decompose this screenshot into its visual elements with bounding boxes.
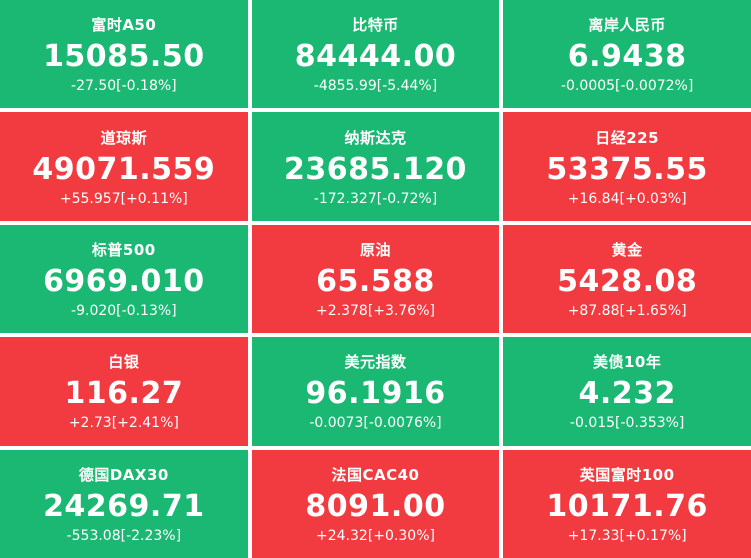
tile-crude-oil[interactable]: 原油 65.588 +2.378[+3.76%] <box>251 224 500 334</box>
market-price: 84444.00 <box>294 39 457 75</box>
market-name: 原油 <box>359 240 391 259</box>
market-name: 黄金 <box>611 240 643 259</box>
market-name: 白银 <box>108 353 140 372</box>
market-name: 富时A50 <box>91 16 157 35</box>
market-name: 日经225 <box>595 128 660 147</box>
market-name: 纳斯达克 <box>344 128 407 147</box>
market-change: +87.88[+1.65%] <box>567 302 687 319</box>
market-change: +55.957[+0.11%] <box>59 190 188 207</box>
market-price: 24269.71 <box>43 488 205 524</box>
market-change: -0.0073[-0.0076%] <box>309 415 442 432</box>
market-price: 8091.00 <box>305 488 446 524</box>
market-change: -4855.99[-5.44%] <box>313 78 438 95</box>
market-name: 道琼斯 <box>100 128 148 147</box>
market-price: 10171.76 <box>546 488 708 524</box>
tile-cac40[interactable]: 法国CAC40 8091.00 +24.32[+0.30%] <box>251 449 500 558</box>
market-price: 23685.120 <box>284 151 467 187</box>
market-change: -27.50[-0.18%] <box>71 78 177 95</box>
market-change: +2.378[+3.76%] <box>316 302 435 319</box>
market-name: 比特币 <box>352 16 399 35</box>
market-price: 6969.010 <box>43 263 205 299</box>
market-price: 53375.55 <box>546 151 708 187</box>
market-price: 116.27 <box>64 376 184 412</box>
tile-bitcoin[interactable]: 比特币 84444.00 -4855.99[-5.44%] <box>251 0 500 109</box>
market-change: -172.327[-0.72%] <box>313 190 438 207</box>
tile-usd-index[interactable]: 美元指数 96.1916 -0.0073[-0.0076%] <box>251 337 500 446</box>
market-name: 英国富时100 <box>579 465 675 484</box>
market-change: +17.33[+0.17%] <box>567 527 687 544</box>
market-price: 96.1916 <box>305 376 446 412</box>
market-name: 法国CAC40 <box>331 465 420 484</box>
tile-us-10y-treasury[interactable]: 美债10年 4.232 -0.015[-0.353%] <box>503 337 751 446</box>
market-name: 德国DAX30 <box>78 465 169 484</box>
market-price: 15085.50 <box>43 39 205 75</box>
market-name: 离岸人民币 <box>588 16 666 35</box>
tile-sp500[interactable]: 标普500 6969.010 -9.020[-0.13%] <box>0 224 248 334</box>
market-name: 美元指数 <box>344 353 407 372</box>
market-price: 4.232 <box>578 376 676 412</box>
tile-dow-jones[interactable]: 道琼斯 49071.559 +55.957[+0.11%] <box>0 112 248 221</box>
market-change: +24.32[+0.30%] <box>316 527 435 544</box>
market-name: 美债10年 <box>592 353 662 372</box>
market-change: -9.020[-0.13%] <box>71 302 177 319</box>
market-change: -0.015[-0.353%] <box>569 415 685 432</box>
tile-dax30[interactable]: 德国DAX30 24269.71 -553.08[-2.23%] <box>0 449 248 558</box>
tile-nikkei-225[interactable]: 日经225 53375.55 +16.84[+0.03%] <box>503 112 751 221</box>
market-change: -0.0005[-0.0072%] <box>561 78 694 95</box>
tile-gold[interactable]: 黄金 5428.08 +87.88[+1.65%] <box>503 224 751 334</box>
market-price: 5428.08 <box>557 263 698 299</box>
market-change: -553.08[-2.23%] <box>66 527 182 544</box>
market-price: 49071.559 <box>32 151 216 187</box>
tile-silver[interactable]: 白银 116.27 +2.73[+2.41%] <box>0 337 248 446</box>
market-name: 标普500 <box>91 240 156 259</box>
tile-offshore-cny[interactable]: 离岸人民币 6.9438 -0.0005[-0.0072%] <box>503 0 751 109</box>
tile-ftse-a50[interactable]: 富时A50 15085.50 -27.50[-0.18%] <box>0 0 248 109</box>
market-change: +16.84[+0.03%] <box>567 190 687 207</box>
tile-ftse100[interactable]: 英国富时100 10171.76 +17.33[+0.17%] <box>503 449 751 558</box>
market-price: 65.588 <box>316 263 435 299</box>
market-price: 6.9438 <box>567 39 687 75</box>
tile-nasdaq[interactable]: 纳斯达克 23685.120 -172.327[-0.72%] <box>251 112 500 221</box>
market-change: +2.73[+2.41%] <box>68 415 179 432</box>
